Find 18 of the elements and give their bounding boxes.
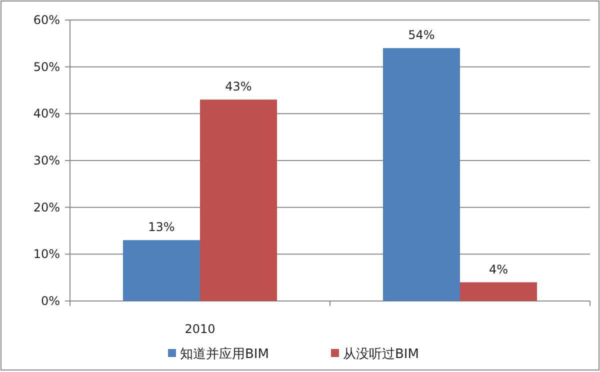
data-label: 54%: [408, 28, 435, 42]
y-tick-label: 10%: [33, 247, 60, 262]
y-tick-label: 20%: [33, 200, 60, 214]
data-label: 4%: [488, 262, 508, 276]
y-tick-label: 0%: [40, 294, 60, 308]
data-label: 43%: [225, 80, 252, 94]
bar: [460, 282, 537, 301]
x-tick-label: 2010: [184, 322, 216, 336]
y-tick-label: 30%: [33, 154, 60, 168]
y-tick-label: 60%: [33, 13, 60, 27]
data-label: 13%: [148, 220, 175, 234]
y-tick-label: 40%: [33, 106, 60, 121]
bar: [200, 100, 277, 301]
legend-label: 从没听过BIM: [342, 347, 419, 362]
bar: [383, 48, 460, 301]
legend-label: 知道并应用BIM: [180, 346, 269, 362]
y-tick-label: 50%: [33, 60, 60, 74]
bar: [123, 240, 200, 301]
